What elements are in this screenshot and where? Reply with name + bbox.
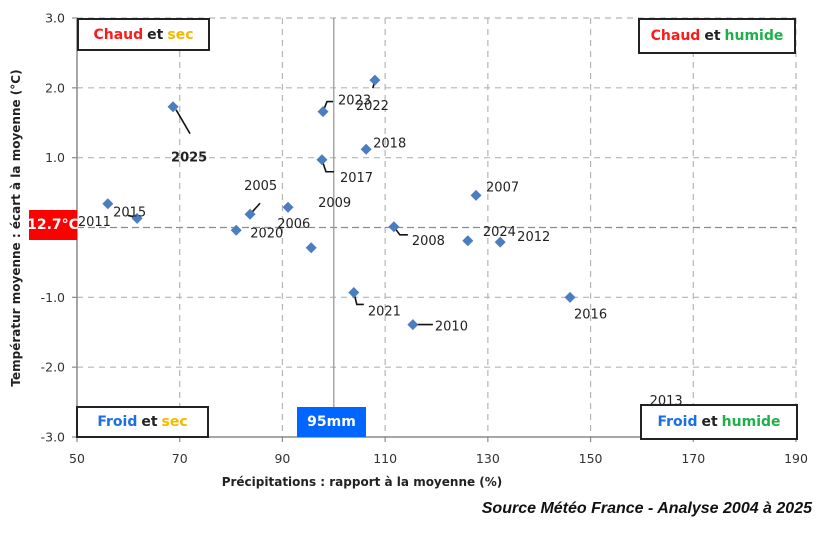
y-tick-label: 2.0	[45, 80, 65, 95]
quadrant-label-cold-dry: Froid et sec	[76, 406, 209, 438]
tick-labels: 50 70 90 110 130 150 170 190 -3.0 -2.0 -1.0 1.0 2.0 3…	[41, 11, 808, 467]
data-point-2006	[305, 242, 317, 254]
point-label-2009: 2009	[318, 196, 351, 211]
quadrant-word-cold: Froid	[97, 414, 138, 430]
data-point-2016	[564, 291, 576, 303]
data-points	[102, 74, 576, 331]
point-label-2005: 2005	[244, 179, 277, 194]
point-label-2008: 2008	[412, 234, 445, 249]
quadrant-word-and: et	[701, 414, 718, 430]
y-tick-label: -1.0	[41, 290, 65, 305]
y-tick-label: -2.0	[41, 360, 65, 375]
point-label-2016: 2016	[574, 307, 607, 322]
quadrant-word-dry: sec	[161, 414, 188, 430]
point-label-2022: 2022	[356, 99, 389, 114]
leader-line	[175, 109, 191, 135]
quadrant-label-hot-wet: Chaud et humide	[638, 18, 796, 54]
x-tick-label: 90	[274, 451, 290, 466]
point-label-2024: 2024	[483, 225, 516, 240]
quadrant-word-wet: humide	[721, 414, 781, 430]
x-tick-label: 190	[784, 451, 808, 466]
quadrant-label-cold-wet: Froid et humide	[640, 404, 798, 440]
data-point-2005	[244, 208, 256, 220]
quadrant-word-and: et	[141, 414, 158, 430]
data-point-2025	[167, 101, 179, 113]
data-point-2015	[131, 212, 143, 224]
quadrant-word-hot: Chaud	[93, 26, 144, 43]
quadrant-label-hot-dry: Chaud et sec	[77, 18, 210, 51]
y-tick-label: -3.0	[41, 430, 65, 445]
point-label-2006: 2006	[277, 217, 310, 232]
data-point-2018	[360, 143, 372, 155]
point-label-2010: 2010	[435, 320, 468, 335]
grid-lines	[77, 17, 797, 437]
axes	[72, 17, 797, 442]
x-tick-label: 70	[172, 451, 188, 466]
data-point-2009	[282, 201, 294, 213]
point-label-2007: 2007	[486, 180, 519, 195]
point-label-2018: 2018	[373, 136, 406, 151]
point-label-2021: 2021	[368, 304, 401, 319]
quadrant-word-dry: sec	[167, 26, 194, 43]
quadrant-word-hot: Chaud	[650, 28, 701, 44]
source-caption: Source Météo France - Analyse 2004 à 202…	[481, 500, 812, 517]
data-point-2020	[230, 224, 242, 236]
leader-lines	[127, 79, 665, 413]
point-label-2012: 2012	[517, 230, 550, 245]
point-label-2015: 2015	[113, 205, 146, 220]
data-point-2008	[388, 221, 400, 233]
data-point-2024	[462, 235, 474, 247]
quadrant-word-and: et	[704, 28, 721, 44]
quadrant-word-wet: humide	[724, 28, 784, 44]
point-label-2011: 2011	[78, 215, 111, 230]
precipitation-reference-badge: 95mm	[297, 407, 366, 437]
data-point-2012	[494, 236, 506, 248]
x-tick-label: 110	[373, 451, 397, 466]
x-tick-label: 150	[579, 451, 603, 466]
data-point-2021	[348, 286, 360, 298]
data-point-2023	[317, 106, 329, 118]
point-label-2017: 2017	[340, 171, 373, 186]
point-label-2025: 2025	[171, 151, 207, 166]
quadrant-word-cold: Froid	[657, 414, 698, 430]
y-tick-label: 3.0	[45, 11, 65, 26]
data-point-2011	[102, 198, 114, 210]
y-tick-label: 1.0	[45, 150, 65, 165]
quadrant-word-and: et	[147, 26, 164, 43]
x-axis-title: Précipitations : rapport à la moyenne (%…	[222, 475, 503, 489]
x-tick-label: 50	[69, 451, 85, 466]
point-label-2023: 2023	[338, 94, 371, 109]
data-point-2010	[407, 319, 419, 331]
data-point-2017	[316, 154, 328, 166]
x-tick-label: 170	[681, 451, 705, 466]
y-axis-title: Températur moyenne : écart à la moyenne …	[9, 69, 23, 386]
x-tick-label: 130	[476, 451, 500, 466]
point-label-2020: 2020	[250, 226, 283, 241]
temperature-reference-badge: 12.7°C	[27, 210, 79, 240]
data-point-2022	[369, 74, 381, 86]
data-point-2007	[470, 189, 482, 201]
